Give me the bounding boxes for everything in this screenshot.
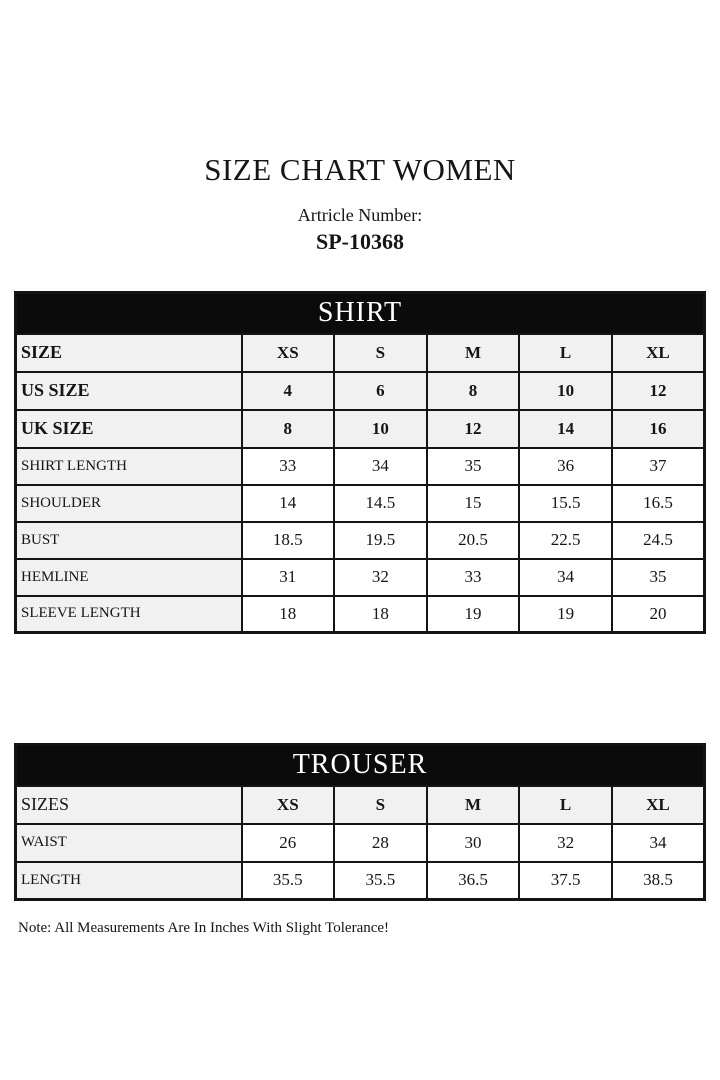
size-cell: 8	[425, 370, 521, 411]
size-cell: 10	[518, 370, 613, 411]
size-cell: L	[518, 332, 613, 373]
measurement-cell: 14.5	[333, 483, 428, 523]
row-label: BUST	[14, 520, 243, 560]
size-cell: XL	[610, 784, 706, 825]
measurement-cell: 38.5	[610, 860, 706, 901]
row-label: LENGTH	[14, 860, 243, 901]
size-cell: 4	[240, 370, 336, 411]
measurement-cell: 36.5	[425, 860, 521, 901]
table-row: SLEEVE LENGTH 18 18 19 19 20	[14, 594, 706, 634]
measurement-cell: 33	[240, 446, 336, 486]
measurement-cell: 18.5	[240, 520, 336, 560]
measurement-cell: 37	[610, 446, 706, 486]
size-cell: 8	[240, 408, 336, 449]
article-number-label: Artricle Number:	[297, 205, 423, 225]
size-cell: XS	[240, 784, 336, 825]
size-cell: S	[333, 784, 428, 825]
row-label: SIZE	[14, 332, 243, 373]
size-cell: XS	[240, 332, 336, 373]
row-label: US SIZE	[14, 370, 243, 411]
size-cell: 10	[333, 408, 428, 449]
row-label: SHOULDER	[14, 483, 243, 523]
trouser-table-title: TROUSER	[14, 743, 706, 787]
measurement-cell: 33	[425, 557, 521, 597]
measurement-cell: 15.5	[518, 483, 613, 523]
measurement-cell: 34	[518, 557, 613, 597]
shirt-table-section: SHIRT SIZE XS S M L XL US SIZE 4 6 8 10 …	[14, 291, 706, 634]
measurement-cell: 31	[240, 557, 336, 597]
measurement-cell: 35.5	[333, 860, 428, 901]
size-cell: S	[333, 332, 428, 373]
note-text: Note: All Measurements Are In Inches Wit…	[18, 920, 390, 936]
measurement-cell: 36	[518, 446, 613, 486]
measurement-cell: 19	[425, 594, 521, 634]
measurement-cell: 24.5	[610, 520, 706, 560]
measurement-cell: 20.5	[425, 520, 521, 560]
measurement-cell: 30	[425, 822, 521, 863]
measurement-cell: 18	[240, 594, 336, 634]
size-cell: XL	[610, 332, 706, 373]
row-label: UK SIZE	[14, 408, 243, 449]
trouser-size-table: TROUSER SIZES XS S M L XL WAIST 26 28 30…	[14, 743, 706, 901]
measurement-cell: 32	[333, 557, 428, 597]
measurement-cell: 14	[240, 483, 336, 523]
table-row: US SIZE 4 6 8 10 12	[14, 370, 706, 411]
row-label: SHIRT LENGTH	[14, 446, 243, 486]
table-row: SHIRT LENGTH 33 34 35 36 37	[14, 446, 706, 486]
trouser-table-section: TROUSER SIZES XS S M L XL WAIST 26 28 30…	[14, 743, 706, 901]
measurement-cell: 32	[518, 822, 613, 863]
measurement-cell: 22.5	[518, 520, 613, 560]
shirt-banner-row: SHIRT	[14, 291, 706, 335]
page-title: SIZE CHART WOMEN	[204, 152, 516, 187]
measurement-cell: 28	[333, 822, 428, 863]
row-label: WAIST	[14, 822, 243, 863]
size-cell: 12	[425, 408, 521, 449]
measurement-cell: 15	[425, 483, 521, 523]
measurement-cell: 35	[425, 446, 521, 486]
measurement-cell: 37.5	[518, 860, 613, 901]
measurement-cell: 19	[518, 594, 613, 634]
measurement-cell: 35.5	[240, 860, 336, 901]
shirt-size-table: SHIRT SIZE XS S M L XL US SIZE 4 6 8 10 …	[14, 291, 706, 634]
size-cell: 12	[610, 370, 706, 411]
size-cell: 14	[518, 408, 613, 449]
size-cell: M	[425, 784, 521, 825]
table-row: SIZES XS S M L XL	[14, 784, 706, 825]
article-number-value: SP-10368	[316, 229, 404, 254]
size-cell: 16	[610, 408, 706, 449]
table-row: SHOULDER 14 14.5 15 15.5 16.5	[14, 483, 706, 523]
table-row: WAIST 26 28 30 32 34	[14, 822, 706, 863]
measurement-cell: 35	[610, 557, 706, 597]
table-row: LENGTH 35.5 35.5 36.5 37.5 38.5	[14, 860, 706, 901]
row-label: HEMLINE	[14, 557, 243, 597]
measurement-cell: 18	[333, 594, 428, 634]
trouser-banner-row: TROUSER	[14, 743, 706, 787]
row-label: SIZES	[14, 784, 243, 825]
row-label: SLEEVE LENGTH	[14, 594, 243, 634]
table-row: SIZE XS S M L XL	[14, 332, 706, 373]
size-cell: 6	[333, 370, 428, 411]
table-row: UK SIZE 8 10 12 14 16	[14, 408, 706, 449]
measurement-cell: 34	[333, 446, 428, 486]
shirt-table-title: SHIRT	[14, 291, 706, 335]
measurement-cell: 34	[610, 822, 706, 863]
table-row: HEMLINE 31 32 33 34 35	[14, 557, 706, 597]
measurement-cell: 20	[610, 594, 706, 634]
measurement-cell: 19.5	[333, 520, 428, 560]
size-cell: L	[518, 784, 613, 825]
table-row: BUST 18.5 19.5 20.5 22.5 24.5	[14, 520, 706, 560]
measurement-cell: 16.5	[610, 483, 706, 523]
measurement-cell: 26	[240, 822, 336, 863]
size-cell: M	[425, 332, 521, 373]
